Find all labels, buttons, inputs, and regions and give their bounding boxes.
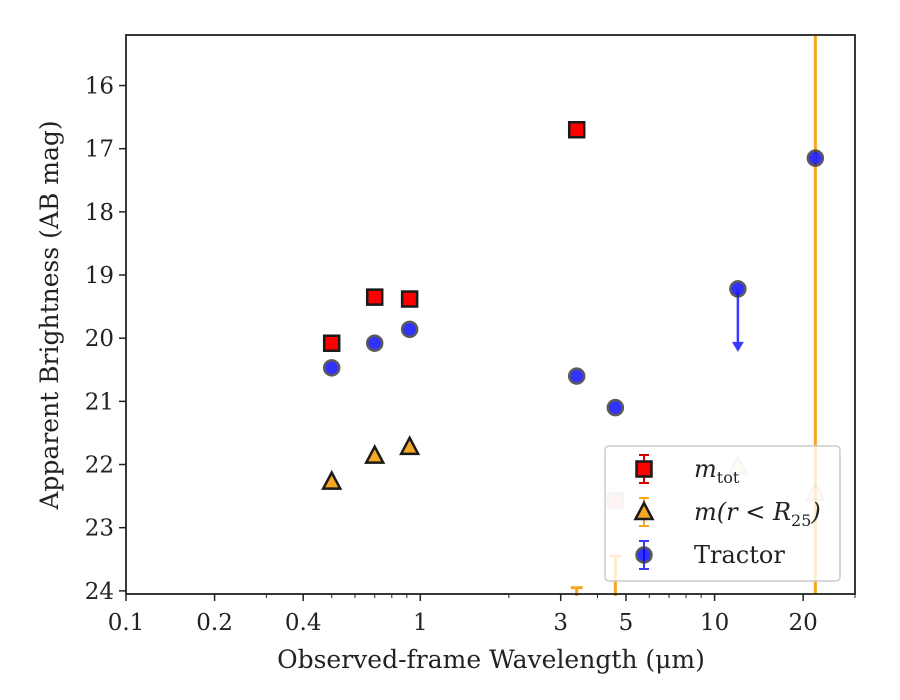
y-tick-label: 16: [85, 74, 114, 100]
x-tick-label: 1: [413, 610, 428, 636]
data-point: [400, 290, 419, 308]
y-tick-label: 24: [85, 579, 114, 605]
plot-frame: [125, 34, 856, 595]
y-tick-label: 23: [85, 516, 114, 542]
x-tick-label: 5: [619, 610, 634, 636]
upper-limit-arrowhead: [731, 341, 744, 352]
x-axis-title: Observed-frame Wavelength (μm): [277, 645, 705, 674]
legend-marker-circle: [635, 546, 653, 564]
legend: mtot m(r < R25) Tractor: [604, 445, 841, 582]
x-tick-label: 0.4: [285, 610, 322, 636]
data-point: [321, 469, 343, 490]
x-tick-label: 20: [789, 610, 818, 636]
x-tick-label: 0.2: [196, 610, 233, 636]
y-tick-label: 20: [85, 326, 114, 352]
axes: 0.1 0.2 0.4 1 3 5 10 20 16 17 18 19 20 21 22 23 24: [85, 34, 856, 636]
x-tick-label: 10: [700, 610, 729, 636]
y-axis-title: Apparent Brightness (AB mag): [35, 120, 64, 510]
legend-label: Tractor: [694, 541, 785, 569]
legend-marker-triangle: [633, 500, 655, 521]
legend-marker-square: [635, 460, 653, 478]
y-tick-label: 17: [85, 137, 114, 163]
x-tick-label: 3: [553, 610, 568, 636]
y-tick-label: 21: [85, 389, 114, 415]
y-tick-label: 19: [85, 263, 114, 289]
legend-label: mtot: [694, 455, 740, 487]
legend-box: [604, 445, 841, 582]
x-tick-label: 0.1: [108, 610, 145, 636]
y-tick-label: 22: [85, 453, 114, 479]
legend-label: m(r < R25): [694, 498, 821, 530]
data-point: [322, 334, 341, 352]
y-tick-label: 18: [85, 200, 114, 226]
data-point: [567, 120, 586, 139]
data-point: [365, 288, 384, 306]
data-point: [399, 435, 421, 456]
data-point: [364, 444, 386, 464]
